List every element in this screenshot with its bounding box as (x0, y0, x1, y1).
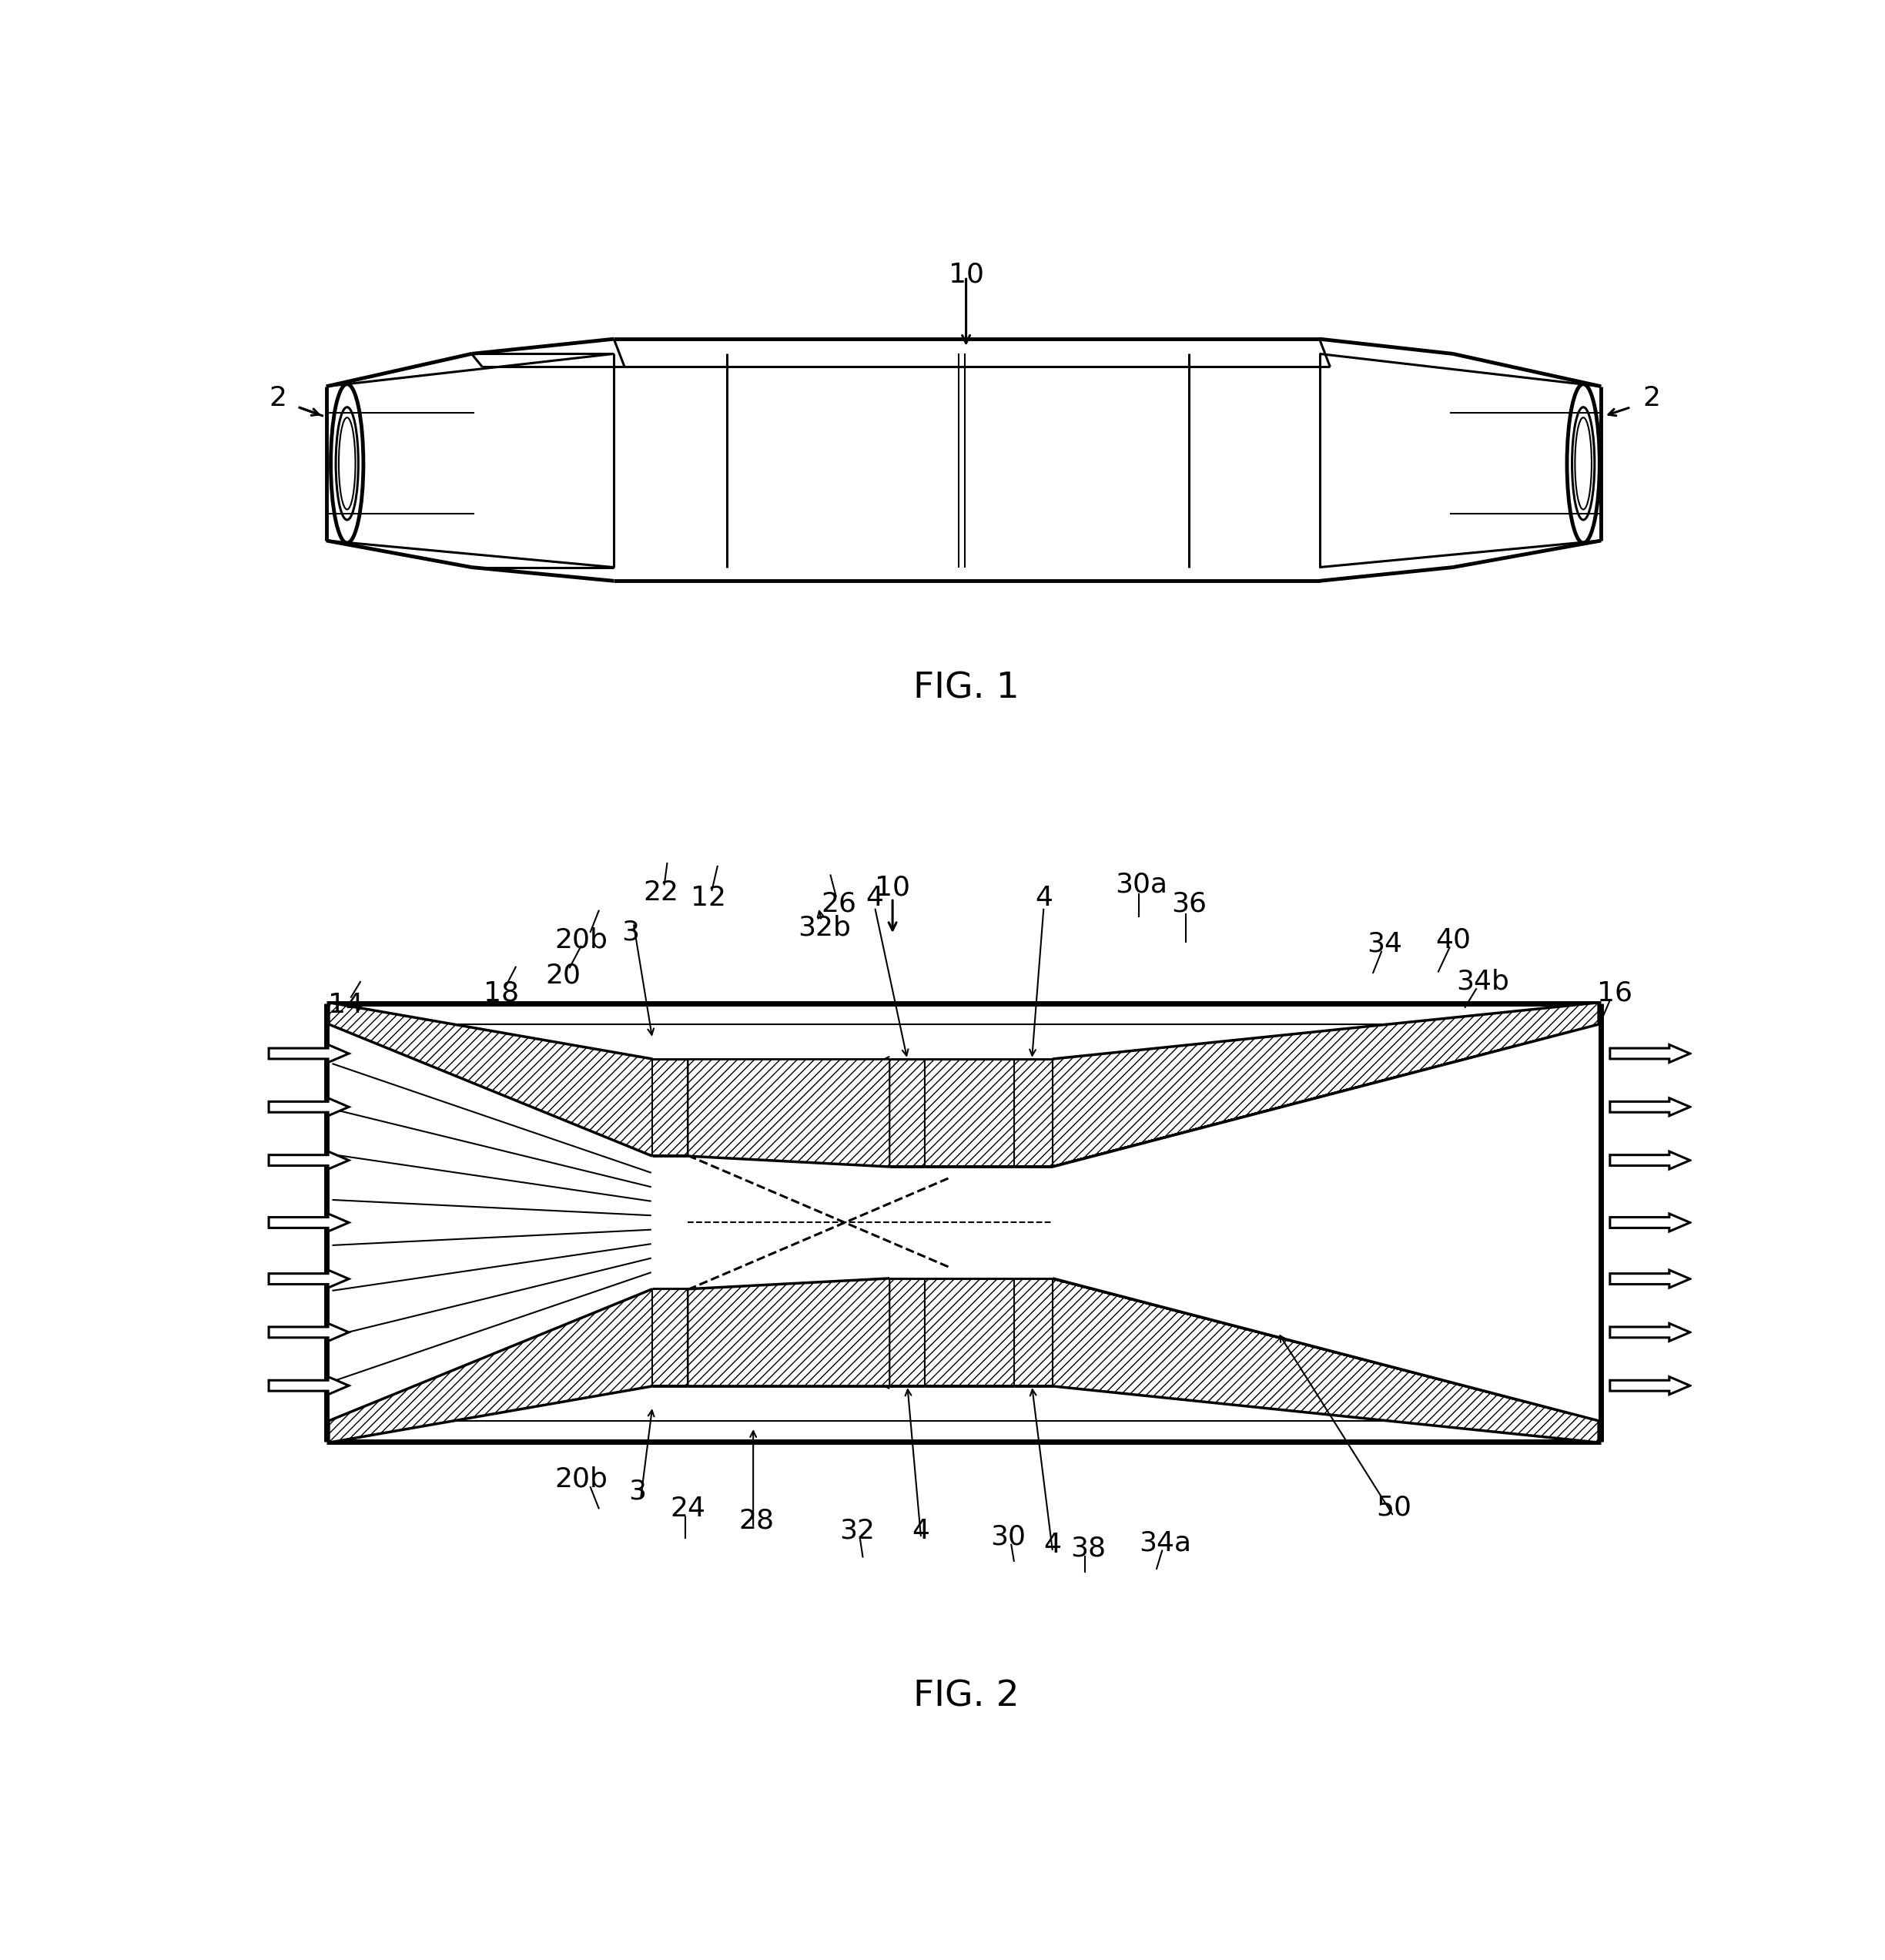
Polygon shape (926, 1060, 1014, 1166)
Text: FIG. 2: FIG. 2 (912, 1680, 1020, 1715)
Text: 50: 50 (1376, 1494, 1412, 1521)
Polygon shape (1052, 1004, 1598, 1166)
Polygon shape (652, 1060, 688, 1156)
Text: 38: 38 (1071, 1535, 1106, 1562)
Polygon shape (270, 1045, 349, 1062)
Polygon shape (890, 1278, 926, 1386)
Text: 40: 40 (1434, 927, 1470, 953)
Polygon shape (688, 1060, 890, 1166)
Polygon shape (926, 1278, 1014, 1386)
Text: 22: 22 (643, 880, 679, 906)
Text: 30a: 30a (1116, 872, 1167, 898)
Polygon shape (1610, 1151, 1691, 1170)
Polygon shape (270, 1098, 349, 1115)
Text: 20b: 20b (554, 927, 607, 953)
Text: 34: 34 (1367, 931, 1402, 956)
Polygon shape (270, 1323, 349, 1341)
Polygon shape (1610, 1270, 1691, 1288)
Text: 3: 3 (622, 919, 639, 945)
Text: 4: 4 (912, 1517, 929, 1544)
Polygon shape (1014, 1278, 1052, 1386)
Text: 26: 26 (822, 892, 858, 917)
Text: FIG. 1: FIG. 1 (912, 672, 1020, 706)
Text: 2: 2 (1642, 386, 1661, 412)
Text: 28: 28 (739, 1507, 775, 1535)
Text: 10: 10 (948, 263, 984, 288)
Polygon shape (1610, 1045, 1691, 1062)
Text: 20b: 20b (554, 1466, 607, 1492)
Polygon shape (330, 1004, 652, 1156)
Text: 32b: 32b (797, 915, 850, 941)
Text: 4: 4 (1035, 886, 1052, 911)
Polygon shape (270, 1376, 349, 1394)
Text: 30: 30 (990, 1523, 1025, 1550)
Text: 4: 4 (865, 886, 884, 911)
Polygon shape (330, 1290, 652, 1443)
Text: 20: 20 (547, 962, 581, 988)
Polygon shape (688, 1278, 890, 1386)
Text: 34b: 34b (1455, 968, 1510, 994)
Polygon shape (652, 1290, 688, 1386)
Text: 34a: 34a (1139, 1529, 1191, 1556)
Text: 24: 24 (671, 1495, 705, 1523)
Text: 32: 32 (839, 1517, 875, 1544)
Text: 18: 18 (483, 980, 518, 1005)
Text: 14: 14 (328, 992, 364, 1017)
Polygon shape (270, 1213, 349, 1231)
Text: 4: 4 (1044, 1531, 1061, 1558)
Text: 36: 36 (1171, 892, 1206, 917)
Text: 10: 10 (875, 874, 910, 900)
Text: 2: 2 (270, 386, 287, 412)
Polygon shape (1052, 1278, 1598, 1443)
Polygon shape (890, 1060, 926, 1166)
Text: 12: 12 (692, 886, 726, 911)
Polygon shape (1610, 1098, 1691, 1115)
Polygon shape (1610, 1376, 1691, 1394)
Polygon shape (270, 1270, 349, 1288)
Polygon shape (1014, 1060, 1052, 1166)
Polygon shape (1610, 1213, 1691, 1231)
Text: 3: 3 (630, 1478, 647, 1503)
Polygon shape (1610, 1323, 1691, 1341)
Text: 16: 16 (1597, 980, 1632, 1005)
Polygon shape (270, 1151, 349, 1170)
